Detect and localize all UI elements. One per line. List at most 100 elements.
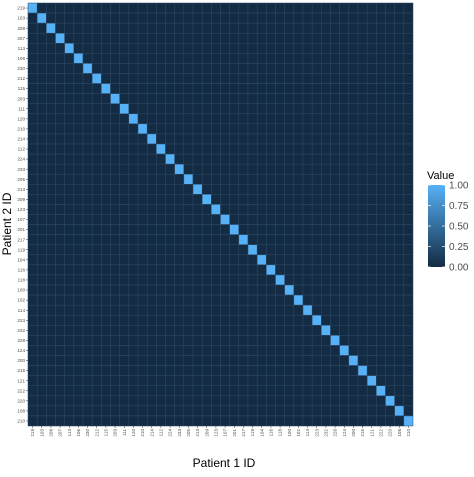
heatmap-cell [183, 133, 194, 145]
x-tick-label: 116 [269, 429, 274, 437]
heatmap-cell [357, 123, 368, 135]
heatmap-cell [183, 32, 194, 44]
heatmap-cell [357, 365, 368, 376]
x-tick-label: 212 [94, 429, 99, 437]
heatmap-cell [229, 163, 240, 175]
heatmap-cell [36, 153, 47, 165]
heatmap-cell [256, 264, 267, 276]
heatmap-cell [192, 113, 203, 125]
heatmap-cell [403, 63, 414, 74]
heatmap-cell [275, 355, 285, 366]
heatmap-cell [256, 133, 267, 145]
heatmap-cell [229, 184, 240, 195]
heatmap-cell [302, 163, 313, 175]
heatmap-cell [165, 345, 175, 356]
heatmap-cell [64, 143, 75, 155]
heatmap-cell [137, 153, 148, 165]
heatmap-cell [55, 113, 65, 125]
heatmap-cell [110, 415, 120, 427]
heatmap-cell [311, 113, 322, 125]
heatmap-cell [55, 93, 65, 104]
heatmap-cell [128, 153, 139, 165]
heatmap-cell [192, 153, 203, 165]
heatmap-cell [174, 184, 185, 195]
heatmap-cell [46, 123, 56, 135]
heatmap-cell [376, 325, 386, 336]
heatmap-cell [247, 173, 258, 185]
heatmap-cell [220, 93, 230, 104]
heatmap-cell [394, 314, 405, 326]
legend-colorbar [428, 185, 445, 267]
heatmap-cell [311, 284, 322, 296]
heatmap-cell [174, 385, 185, 397]
heatmap-cell [55, 184, 65, 195]
heatmap-cell [220, 325, 230, 336]
heatmap-cell [366, 345, 377, 356]
heatmap-cell [201, 32, 212, 44]
heatmap-cell [229, 204, 240, 215]
heatmap-cell [137, 83, 148, 94]
heatmap-cell [27, 43, 38, 54]
heatmap-cell [201, 214, 212, 225]
heatmap-cell [321, 194, 331, 205]
heatmap-cell [119, 274, 130, 286]
heatmap-cell [348, 345, 359, 356]
heatmap-cell [82, 22, 93, 34]
heatmap-cell [36, 103, 47, 115]
heatmap-cell [321, 274, 331, 286]
heatmap-cell [321, 294, 331, 306]
heatmap-cell [64, 93, 75, 104]
heatmap-cell [284, 355, 295, 366]
heatmap-cell [55, 103, 65, 115]
heatmap-cell [339, 93, 350, 104]
heatmap-cell [27, 304, 38, 316]
heatmap-cell [302, 345, 313, 356]
heatmap-cell [266, 123, 276, 135]
heatmap-cell [311, 83, 322, 94]
heatmap-cell [403, 395, 414, 407]
heatmap-cell [339, 355, 350, 366]
heatmap-cell [174, 304, 185, 316]
heatmap-cell [330, 133, 340, 145]
heatmap-cell [73, 254, 84, 266]
heatmap-cell [357, 335, 368, 346]
heatmap-cell [220, 214, 230, 225]
heatmap-cell [284, 12, 295, 24]
x-tick-label: 119 [250, 429, 255, 437]
heatmap-cell [394, 385, 405, 397]
heatmap-cell [330, 32, 340, 44]
heatmap-cell [137, 123, 148, 135]
heatmap-cell [229, 173, 240, 185]
legend-tick-label: 1.00 [449, 181, 469, 192]
heatmap-cell [330, 73, 340, 84]
heatmap-cell [366, 173, 377, 185]
heatmap-cell [128, 12, 139, 24]
heatmap-cell [192, 214, 203, 225]
heatmap-cell [192, 2, 203, 14]
heatmap-cell [119, 83, 130, 94]
heatmap-cell [266, 153, 276, 165]
heatmap-cell [266, 204, 276, 215]
heatmap-cell [101, 194, 111, 205]
heatmap-cell [330, 274, 340, 286]
heatmap-cell [27, 53, 38, 64]
heatmap-cell [137, 22, 148, 34]
heatmap-cell [302, 304, 313, 316]
heatmap-cell [137, 32, 148, 44]
heatmap-cell [110, 184, 120, 195]
heatmap-cell [73, 2, 84, 14]
heatmap-cell [183, 113, 194, 125]
heatmap-cell [64, 83, 75, 94]
heatmap-cell [183, 355, 194, 366]
heatmap-cell [311, 32, 322, 44]
heatmap-cell [36, 22, 47, 34]
y-tick-label: 111 [18, 106, 25, 111]
heatmap-cell [174, 395, 185, 407]
heatmap-cell [128, 73, 139, 84]
heatmap-cell [311, 244, 322, 256]
heatmap-cell [82, 335, 93, 346]
heatmap-cell [156, 405, 166, 417]
heatmap-cell [128, 163, 139, 175]
y-tick-label: 210 [17, 419, 25, 424]
heatmap-cell [238, 365, 249, 376]
